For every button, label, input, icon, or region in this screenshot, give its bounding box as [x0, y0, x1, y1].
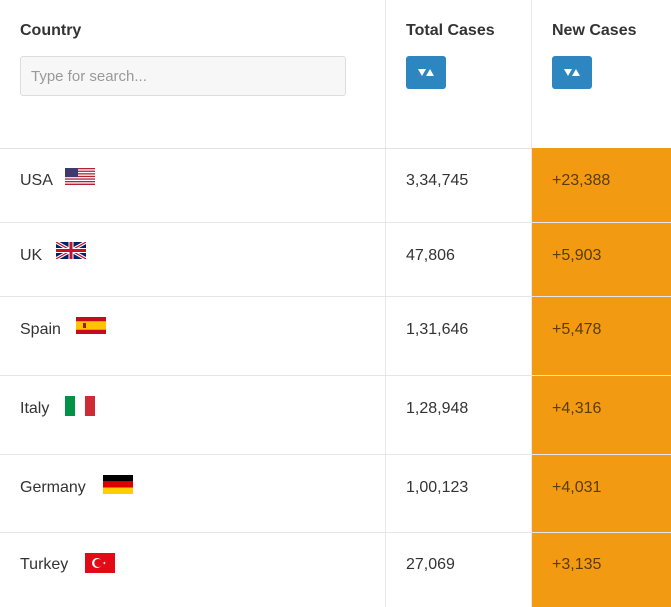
country-header: Country — [20, 22, 82, 39]
country-name: USA — [20, 172, 53, 189]
sort-total-button[interactable] — [406, 56, 446, 89]
country-name: UK — [20, 247, 43, 264]
uk-flag-icon — [56, 242, 86, 259]
table-row: Spain 1,31,646 +5,478 — [0, 297, 671, 376]
table-row: UK 47,806 +5,903 — [0, 223, 671, 297]
table-header: Country Total Cases New Cases — [0, 0, 671, 149]
table-row: Italy 1,28,948 +4,316 — [0, 376, 671, 455]
country-name: Spain — [20, 321, 61, 338]
new-cases-cell: +23,388 — [532, 148, 671, 222]
table-row: USA 3,34,745 +23,388 — [0, 148, 671, 223]
sort-icon — [418, 68, 434, 76]
new-cases-cell: +4,316 — [532, 376, 671, 454]
new-cases-value: +5,478 — [552, 321, 602, 338]
country-name: Germany — [20, 479, 86, 496]
germany-flag-icon — [103, 475, 133, 494]
total-cases-value: 3,34,745 — [406, 172, 469, 189]
new-cases-cell: +3,135 — [532, 533, 671, 607]
table-row: Germany 1,00,123 +4,031 — [0, 455, 671, 533]
new-cases-value: +3,135 — [552, 556, 602, 573]
country-name: Turkey — [20, 556, 69, 573]
total-cases-value: 1,00,123 — [406, 479, 469, 496]
country-name: Italy — [20, 400, 50, 417]
new-cases-value: +4,316 — [552, 400, 602, 417]
new-cases-value: +23,388 — [552, 172, 611, 189]
new-cases-cell: +5,903 — [532, 223, 671, 296]
new-cases-value: +5,903 — [552, 247, 602, 264]
total-cases-value: 1,31,646 — [406, 321, 469, 338]
sort-new-button[interactable] — [552, 56, 592, 89]
search-input[interactable] — [20, 56, 346, 96]
column-divider — [385, 0, 386, 607]
turkey-flag-icon — [85, 553, 115, 573]
total-cases-value: 1,28,948 — [406, 400, 469, 417]
total-cases-value: 47,806 — [406, 247, 455, 264]
total-cases-value: 27,069 — [406, 556, 455, 573]
sort-icon — [564, 68, 580, 76]
new-cases-header: New Cases — [552, 22, 637, 39]
new-cases-cell: +4,031 — [532, 455, 671, 532]
us-flag-icon — [65, 168, 95, 185]
italy-flag-icon — [65, 396, 95, 416]
new-cases-cell: +5,478 — [532, 297, 671, 375]
column-divider — [531, 0, 532, 607]
table-row: Turkey 27,069 +3,135 — [0, 533, 671, 607]
total-cases-header: Total Cases — [406, 22, 495, 39]
spain-flag-icon — [76, 317, 106, 334]
new-cases-value: +4,031 — [552, 479, 602, 496]
